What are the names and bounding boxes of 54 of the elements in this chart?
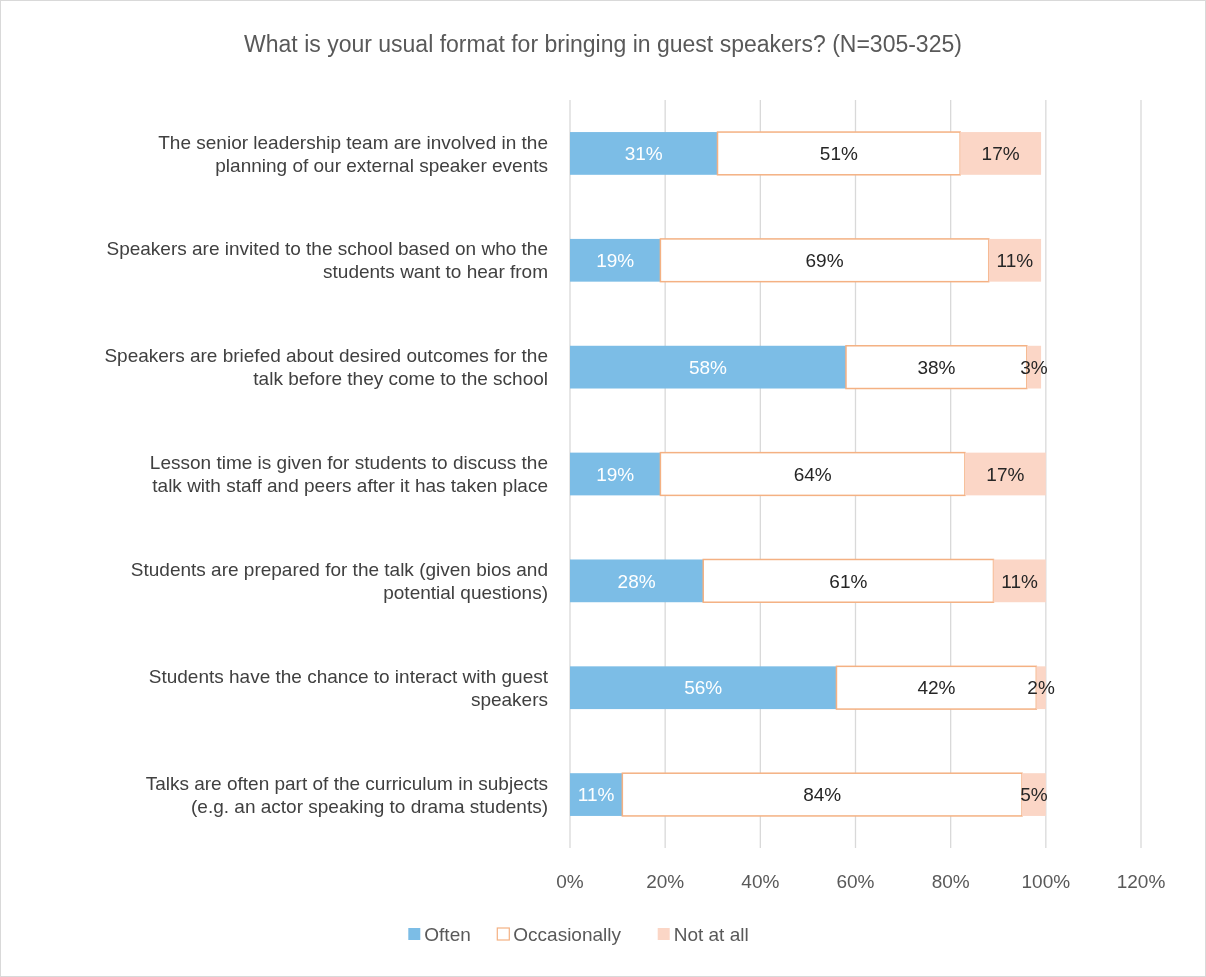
- bar: [570, 238, 661, 282]
- data-label: 19%: [596, 249, 635, 271]
- legend-label: Occasionally: [513, 923, 622, 945]
- bar: [570, 132, 718, 175]
- data-label: 31%: [624, 143, 663, 165]
- bar: [570, 345, 846, 389]
- bar: [570, 452, 661, 496]
- x-tick-label: 100%: [1021, 870, 1071, 892]
- data-label: 51%: [819, 143, 858, 165]
- y-tick-label: Students have the chance to interact with guest speakers: [148, 665, 549, 710]
- data-label: 11%: [577, 784, 615, 806]
- bar: [621, 772, 1023, 817]
- data-label: 56%: [684, 677, 723, 699]
- y-tick-label: Lesson time is given for students to discuss the talk with staff and peers after it has taken place: [149, 452, 548, 497]
- data-label: 28%: [617, 570, 656, 592]
- y-tick-label: Talks are often part of the curriculum in subjects (e.g. an actor speaking to drama students): [145, 772, 548, 817]
- y-tick-label: Students are prepared for the talk (given bios and potential questions): [130, 559, 548, 604]
- y-tick-label: Speakers are invited to the school based on who the students want to hear from: [106, 238, 548, 283]
- bar: [960, 132, 1042, 175]
- x-tick-label: 0%: [556, 870, 584, 892]
- x-tick-label: 80%: [931, 870, 970, 892]
- data-label: 5%: [1020, 784, 1048, 806]
- x-tick-label: 20%: [646, 870, 685, 892]
- bar: [993, 559, 1046, 603]
- data-label: 3%: [1020, 356, 1048, 378]
- x-tick-label: 60%: [836, 870, 875, 892]
- data-label: 61%: [829, 570, 868, 592]
- data-label: 17%: [981, 143, 1020, 165]
- data-label: 42%: [917, 677, 956, 699]
- data-label: 84%: [803, 784, 842, 806]
- bar: [702, 558, 995, 603]
- data-label: 69%: [805, 249, 844, 271]
- bar: [964, 452, 1046, 496]
- bar: [659, 238, 990, 283]
- y-tick-label: Speakers are briefed about desired outcomes for the talk before they come to the school: [104, 345, 548, 390]
- data-label: 11%: [1001, 570, 1039, 592]
- bar: [716, 131, 961, 176]
- bar: [659, 451, 966, 497]
- data-label: 17%: [986, 463, 1025, 485]
- data-label: 58%: [688, 356, 728, 378]
- bar: [570, 666, 837, 710]
- data-label: 19%: [596, 463, 635, 485]
- data-label: 11%: [996, 249, 1034, 271]
- legend-label: Not at all: [673, 923, 749, 945]
- chart-title: What is your usual format for bringing in guest speakers? (N=305-325): [244, 31, 962, 57]
- data-label: 2%: [1027, 677, 1055, 699]
- x-tick-label: 40%: [741, 870, 780, 892]
- x-tick-label: 120%: [1116, 870, 1166, 892]
- data-label: 64%: [793, 463, 832, 485]
- bar: [988, 238, 1042, 282]
- y-tick-label: The senior leadership team are involved in the planning of our external speaker events: [158, 131, 548, 176]
- data-label: 38%: [917, 356, 956, 378]
- legend-label: Often: [424, 923, 471, 945]
- bar: [570, 559, 704, 603]
